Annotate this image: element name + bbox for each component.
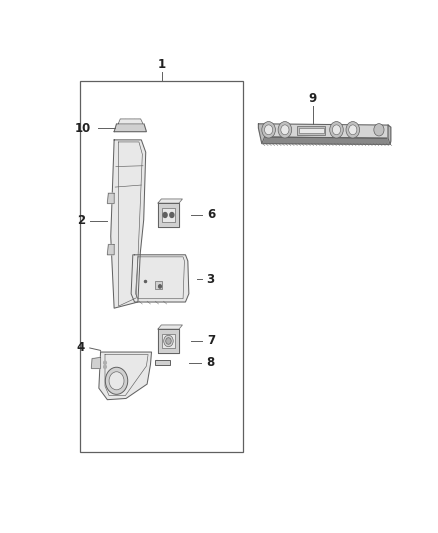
Polygon shape bbox=[158, 199, 182, 203]
Bar bbox=[155, 360, 170, 365]
Circle shape bbox=[262, 122, 276, 138]
Polygon shape bbox=[114, 124, 146, 132]
Text: 3: 3 bbox=[206, 273, 214, 286]
Polygon shape bbox=[262, 137, 390, 144]
Circle shape bbox=[346, 122, 360, 138]
Polygon shape bbox=[158, 203, 179, 227]
Bar bbox=[80, 81, 243, 452]
Circle shape bbox=[164, 335, 173, 347]
Circle shape bbox=[330, 122, 343, 138]
Polygon shape bbox=[265, 124, 388, 138]
Bar bbox=[155, 281, 162, 289]
Text: 2: 2 bbox=[77, 214, 85, 227]
Text: 6: 6 bbox=[207, 208, 215, 222]
Circle shape bbox=[163, 213, 167, 217]
Circle shape bbox=[105, 367, 128, 394]
Circle shape bbox=[159, 285, 161, 288]
Polygon shape bbox=[158, 329, 179, 353]
Text: 10: 10 bbox=[75, 122, 92, 135]
Bar bbox=[297, 126, 325, 135]
Polygon shape bbox=[258, 124, 265, 143]
Circle shape bbox=[278, 122, 292, 138]
Circle shape bbox=[170, 213, 174, 217]
Bar bbox=[299, 128, 324, 133]
Text: 4: 4 bbox=[76, 342, 84, 354]
Bar bbox=[162, 208, 175, 222]
Circle shape bbox=[374, 124, 384, 136]
Circle shape bbox=[104, 361, 106, 365]
Polygon shape bbox=[107, 245, 114, 255]
Circle shape bbox=[109, 372, 124, 390]
Text: 8: 8 bbox=[206, 356, 214, 369]
Circle shape bbox=[104, 365, 106, 368]
Polygon shape bbox=[99, 352, 152, 400]
Text: 9: 9 bbox=[309, 92, 317, 105]
Polygon shape bbox=[118, 119, 143, 124]
Circle shape bbox=[166, 338, 171, 344]
Circle shape bbox=[281, 125, 289, 135]
Circle shape bbox=[265, 125, 273, 135]
Polygon shape bbox=[158, 325, 182, 329]
Bar bbox=[162, 334, 175, 348]
Circle shape bbox=[349, 125, 357, 135]
Polygon shape bbox=[92, 358, 101, 368]
Text: 1: 1 bbox=[158, 58, 166, 71]
Polygon shape bbox=[111, 140, 146, 308]
Text: 7: 7 bbox=[207, 335, 215, 348]
Circle shape bbox=[332, 125, 341, 135]
Polygon shape bbox=[107, 193, 114, 204]
Polygon shape bbox=[388, 125, 391, 144]
Polygon shape bbox=[131, 255, 189, 302]
